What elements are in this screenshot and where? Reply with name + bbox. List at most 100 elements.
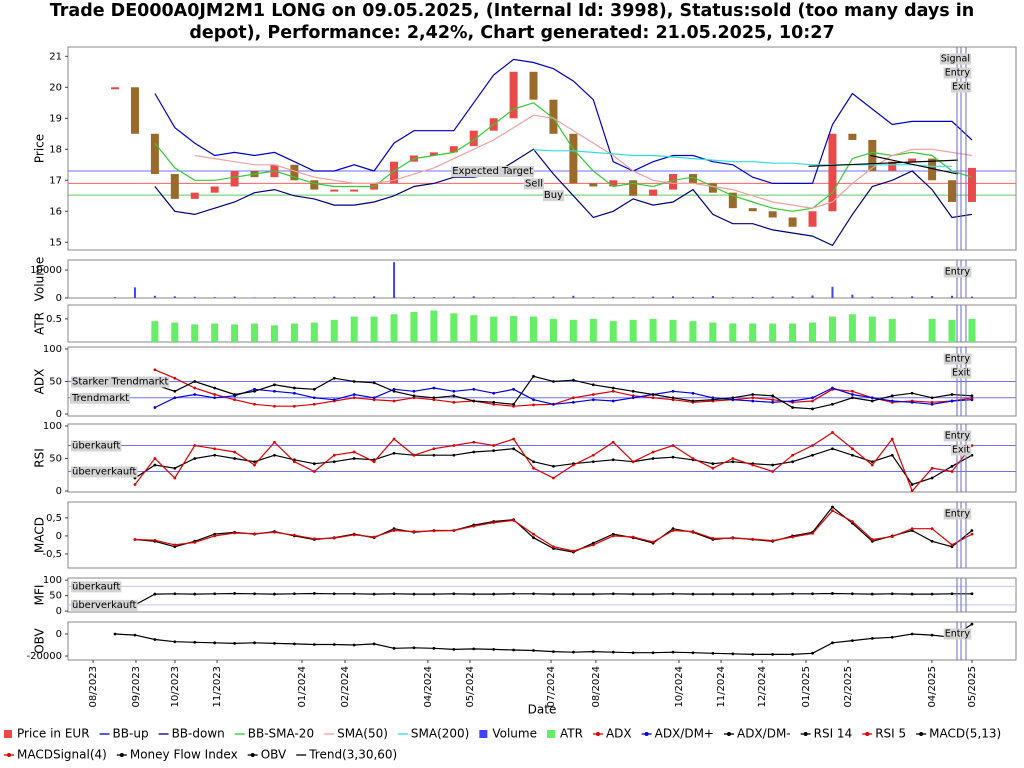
data-point [970,622,974,626]
chart-title: Trade DE000A0JM2M1 LONG on 09.05.2025, (… [49,1,975,43]
data-point [173,389,177,393]
bar [848,314,856,342]
bar [512,297,515,298]
data-point [751,463,755,467]
data-point [492,400,496,404]
data-point [711,396,715,400]
y-tick-label: 10000 [30,265,62,276]
bar [891,296,894,298]
data-point [352,396,356,400]
plot-area [68,47,1016,250]
data-point [352,380,356,383]
y-tick-label: 0 [56,293,62,304]
data-point [671,389,675,393]
data-point [133,538,137,541]
data-point [731,652,735,656]
data-point [452,529,456,532]
data-point [512,592,516,596]
legend-item: ADX [592,727,632,741]
data-point [392,437,396,441]
data-point [173,592,177,596]
data-point [591,398,595,402]
data-point [253,387,256,391]
x-tick-label: 05/2024 [465,666,476,708]
bar [572,295,575,298]
data-point [292,404,296,408]
y-tick-label: 0,5 [46,513,62,524]
data-point [292,533,296,537]
data-point [831,641,834,645]
legend-item: BB-up [99,727,149,741]
data-point [671,398,675,402]
candle [948,180,957,202]
data-point [552,545,555,549]
data-point [631,394,635,398]
candle [589,183,598,187]
y-tick-label: 100 [43,575,62,586]
data-point [273,453,276,457]
y-tick-label: 21 [49,51,62,62]
data-point [731,398,735,402]
series-line [194,114,973,209]
data-point [831,431,834,434]
data-point [213,393,217,396]
legend-item: BB-SMA-20 [234,727,314,741]
data-point [253,532,256,536]
bar [490,316,498,342]
data-point [930,592,934,596]
data-point [811,592,814,596]
data-point [771,539,775,542]
data-point [711,398,715,402]
bar [432,297,435,298]
data-point [970,398,974,402]
data-point [591,543,595,547]
data-point [492,444,496,447]
panel-frame [67,501,1017,569]
data-point [691,530,695,533]
candle [728,192,737,209]
data-point [213,386,217,390]
data-point [312,470,316,473]
data-point [811,531,814,535]
data-point [611,399,615,403]
data-point [432,396,436,400]
legend-dot [250,753,255,757]
bar [450,313,458,342]
level-label: Trendmarkt [71,393,129,404]
data-point [312,592,316,595]
trend-line [808,159,959,167]
data-point [532,536,535,540]
data-point [591,650,595,654]
bar [410,311,418,342]
data-point [153,368,157,372]
legend-label: ADX/DM+ [655,727,714,741]
bar [330,319,338,342]
legend-swatch [4,730,12,738]
data-point [312,643,316,646]
level-label: überkauft [72,581,120,592]
data-point [930,466,934,470]
legend-item: MACD(5,13) [916,727,1001,741]
data-point [890,535,894,539]
data-point [233,641,237,645]
series-line [154,58,973,184]
bar [133,287,136,298]
bar [592,297,595,298]
candle [848,133,857,140]
data-point [850,389,854,393]
y-tick-label: -20000 [27,651,62,662]
label-background [943,353,972,365]
bar [370,316,378,342]
bar [510,316,518,342]
data-point [811,453,814,457]
data-point [372,642,376,646]
data-point [273,530,276,534]
legend-item: Volume [479,727,537,741]
candle [928,158,937,181]
data-point [153,538,157,542]
candle [190,192,199,199]
label-background [950,367,972,379]
label-background [523,178,544,190]
label-background [70,392,131,404]
data-point [292,592,296,596]
